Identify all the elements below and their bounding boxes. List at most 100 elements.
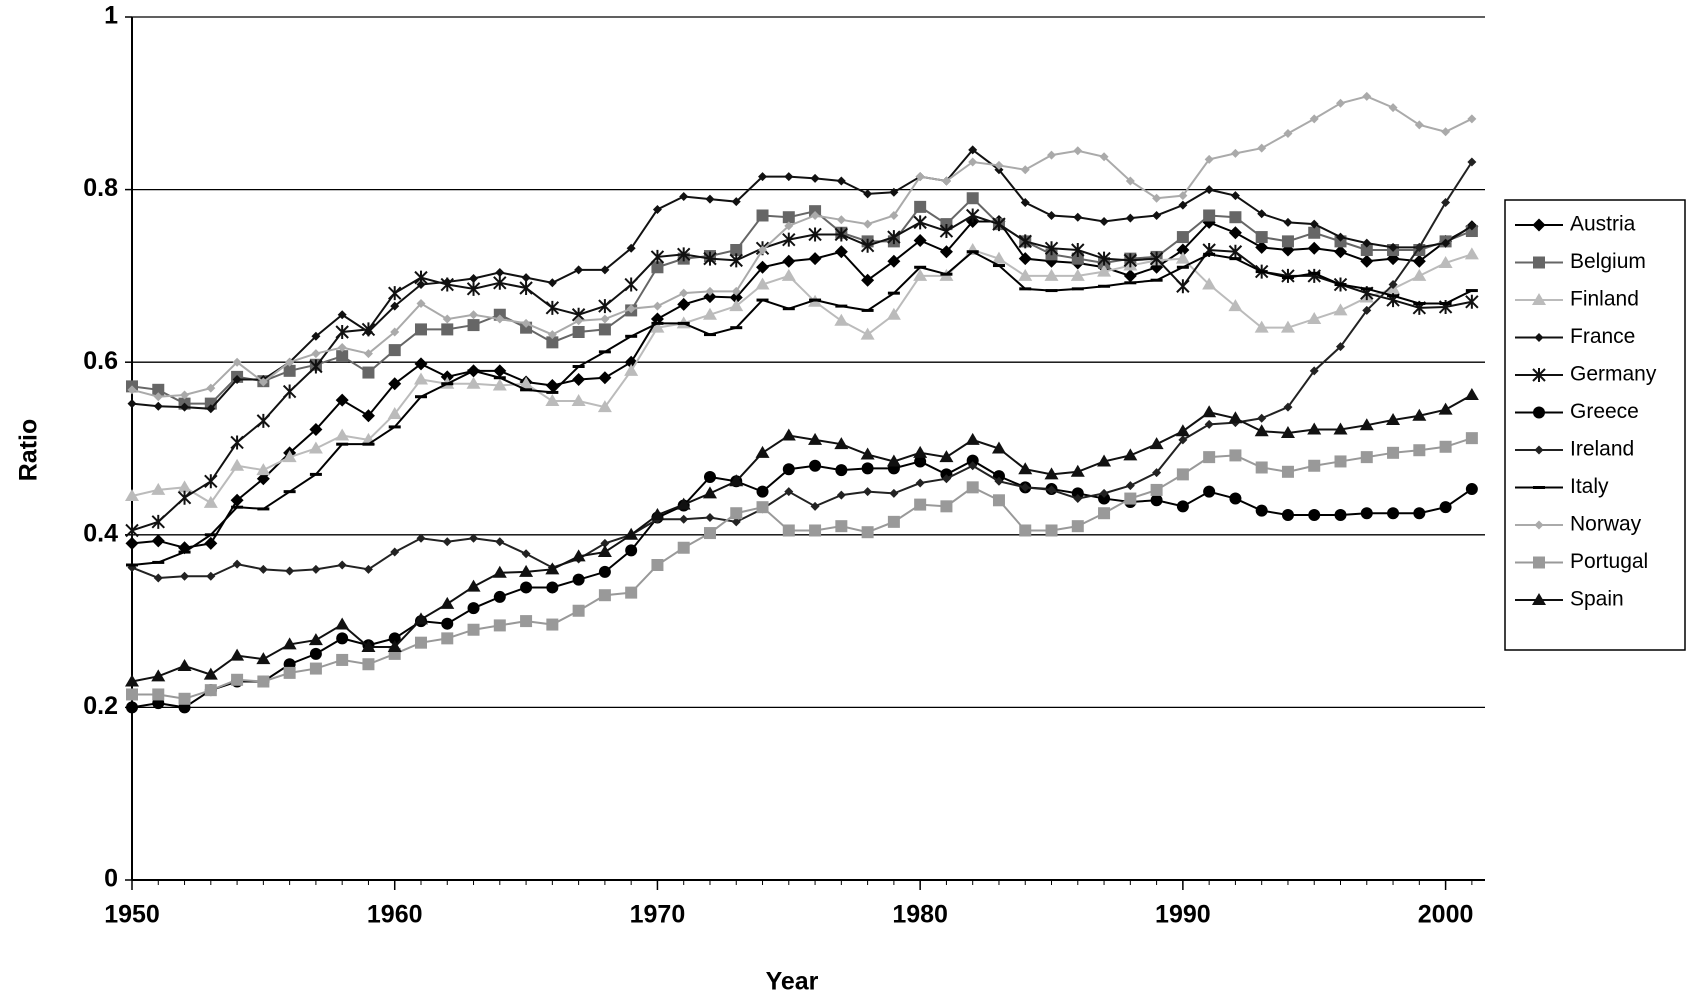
series-line [131, 220, 1473, 549]
marker [1230, 191, 1240, 201]
marker [677, 541, 690, 554]
marker [782, 463, 795, 476]
marker [180, 390, 190, 400]
marker [652, 301, 662, 311]
marker [756, 485, 769, 498]
marker [493, 364, 507, 378]
marker [729, 474, 744, 487]
marker [1178, 200, 1188, 210]
marker [863, 189, 873, 199]
marker [1020, 198, 1030, 208]
marker [677, 297, 691, 311]
marker [1255, 231, 1268, 244]
marker [1387, 507, 1400, 520]
marker [966, 481, 979, 494]
marker [256, 472, 270, 486]
marker [152, 688, 165, 701]
marker [1362, 238, 1372, 248]
marker [1125, 481, 1135, 491]
marker [495, 537, 505, 547]
marker [1334, 508, 1347, 521]
marker [1439, 501, 1452, 514]
marker [180, 402, 190, 412]
series [127, 91, 1477, 402]
marker [1412, 254, 1426, 268]
marker [206, 404, 216, 414]
marker [758, 172, 768, 182]
series [126, 250, 1478, 567]
marker [1176, 500, 1189, 513]
marker [1281, 508, 1294, 521]
series-line [131, 196, 1473, 405]
marker [546, 581, 559, 594]
marker [1152, 210, 1162, 220]
marker [388, 344, 401, 357]
marker [126, 688, 138, 701]
marker [519, 376, 534, 389]
marker [1465, 432, 1478, 445]
legend-box [1504, 199, 1686, 651]
marker [836, 215, 846, 225]
marker [1412, 408, 1427, 421]
x-tick-label: 1960 [367, 901, 423, 929]
marker [311, 331, 321, 341]
marker [600, 538, 610, 548]
marker [1438, 255, 1453, 268]
marker [1071, 520, 1084, 533]
marker [834, 245, 848, 259]
marker [1465, 294, 1479, 309]
marker [676, 497, 691, 510]
marker [913, 445, 928, 458]
marker [703, 470, 716, 483]
marker [1532, 593, 1546, 605]
marker [1099, 488, 1109, 498]
marker [492, 378, 507, 391]
marker [598, 589, 611, 602]
marker [1441, 198, 1451, 208]
marker [1097, 454, 1112, 467]
legend-label: Portugal [1570, 550, 1648, 573]
marker [414, 636, 427, 649]
marker [913, 268, 928, 281]
marker [941, 176, 951, 186]
marker [414, 357, 428, 371]
marker [151, 669, 166, 682]
marker [781, 268, 796, 281]
marker [1532, 368, 1546, 382]
marker [1149, 251, 1164, 266]
marker [469, 273, 479, 283]
marker [834, 313, 849, 326]
marker [547, 278, 557, 288]
marker [677, 247, 691, 262]
marker [625, 586, 638, 599]
marker [1125, 213, 1135, 223]
series-line [131, 214, 1473, 532]
marker [467, 602, 480, 615]
x-tick-label: 2000 [1418, 901, 1474, 929]
marker [388, 286, 402, 301]
marker [153, 392, 163, 402]
series-line [131, 95, 1473, 398]
marker [1073, 212, 1083, 222]
marker [836, 176, 846, 186]
marker [598, 565, 611, 578]
marker [1229, 492, 1242, 505]
marker [441, 632, 454, 645]
marker [414, 323, 427, 336]
marker [598, 371, 612, 385]
x-tick-label: 1950 [104, 901, 160, 929]
marker [991, 251, 1006, 264]
marker [127, 385, 137, 395]
marker [545, 394, 560, 407]
marker [1309, 219, 1319, 229]
marker [1099, 152, 1109, 162]
marker [600, 265, 610, 275]
marker [309, 647, 322, 660]
marker [363, 564, 373, 574]
marker [600, 314, 610, 324]
marker [1360, 244, 1373, 257]
marker [624, 277, 638, 292]
marker [283, 666, 296, 679]
marker [1203, 209, 1216, 222]
marker [652, 204, 662, 214]
